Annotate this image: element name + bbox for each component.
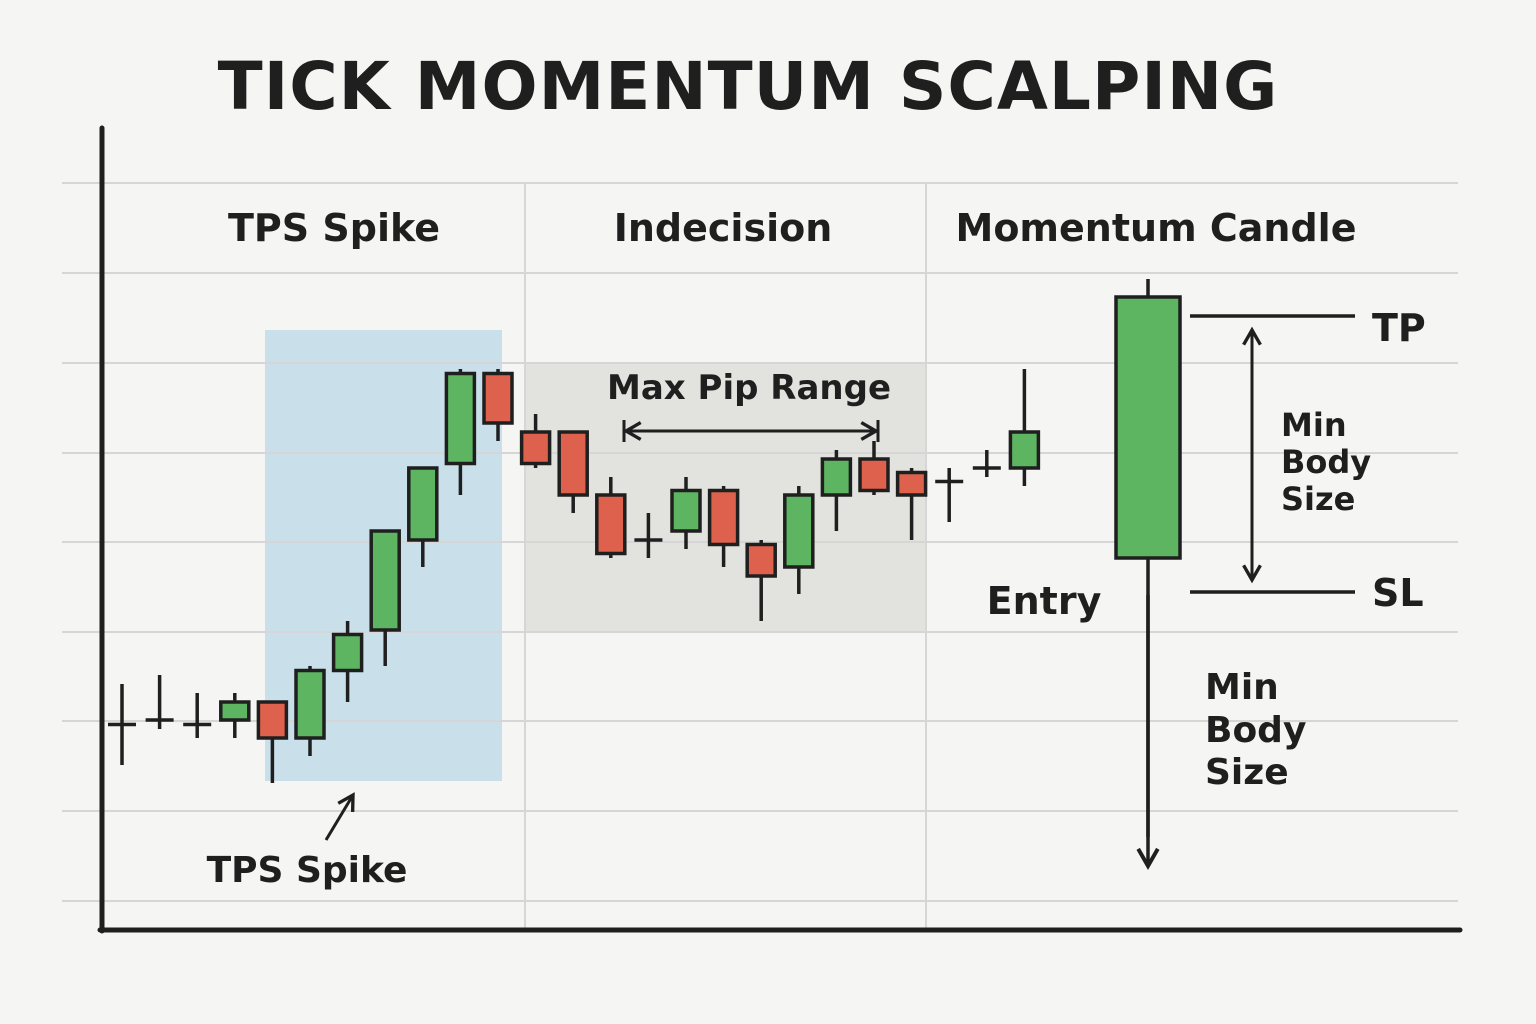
candle-body: [482, 371, 514, 425]
candle-bear: [745, 540, 777, 621]
candle-doji: [935, 468, 964, 522]
tps-spike-pointer-label: TPS Spike: [207, 850, 408, 891]
candle-bear: [519, 414, 552, 468]
candle-body: [407, 466, 439, 542]
candle-bull: [1008, 369, 1041, 486]
candles: [108, 279, 1182, 837]
candle-body: [670, 488, 702, 533]
candle-body: [369, 529, 401, 632]
candle-body: [820, 457, 853, 497]
candle-bull: [1114, 279, 1182, 837]
min-body-size-upper: Min Body Size: [1281, 406, 1382, 518]
candle-body: [595, 493, 627, 556]
candle-doji: [145, 675, 174, 729]
candle-bull: [670, 477, 702, 549]
page-title: TICK MOMENTUM SCALPING: [217, 48, 1279, 125]
candle-body: [783, 493, 815, 569]
section-label-indecision: Indecision: [614, 206, 833, 250]
candle-bull: [407, 466, 439, 567]
candle-body: [519, 430, 552, 466]
candle-body: [294, 668, 326, 740]
candle-body: [895, 470, 928, 497]
candle-bull: [219, 693, 251, 738]
candle-body: [1008, 430, 1041, 470]
candle-doji: [634, 513, 663, 558]
candle-body: [557, 430, 589, 497]
candle-doji: [108, 684, 136, 765]
min-body-size-lower: Min Body Size: [1205, 667, 1319, 793]
candle-bear: [482, 369, 514, 441]
min-body-size-lower-line: Min: [1205, 667, 1279, 708]
candle-bull: [331, 621, 364, 702]
candle-bull: [294, 666, 326, 756]
candle-doji: [183, 693, 212, 738]
min-body-size-upper-line: Size: [1281, 480, 1355, 518]
candle-body: [256, 700, 289, 740]
candle-body: [707, 488, 740, 547]
section-label-momentum-candle: Momentum Candle: [956, 206, 1357, 250]
candle-body: [1114, 295, 1182, 560]
candle-bear: [595, 477, 627, 558]
max-pip-range-label: Max Pip Range: [607, 368, 891, 408]
candle-body: [858, 457, 890, 493]
tps-spike-pointer-arrow: [324, 792, 355, 841]
candle-bear: [256, 700, 289, 783]
candle-body: [331, 632, 364, 673]
candle-doji: [972, 450, 1001, 477]
min-body-size-lower-line: Size: [1205, 752, 1289, 793]
candle-bear: [895, 468, 928, 540]
candle-bull: [444, 369, 477, 495]
min-body-size-lower-line: Body: [1205, 710, 1306, 751]
min-body-size-upper-line: Min: [1281, 406, 1347, 444]
min-body-size-upper-line: Body: [1281, 443, 1371, 481]
candle-bear: [707, 486, 740, 567]
candle-body: [444, 371, 477, 466]
candle-body: [745, 542, 777, 578]
candle-bull: [369, 529, 401, 666]
candle-bear: [858, 441, 890, 495]
candle-bull: [820, 450, 853, 531]
candle-bear: [557, 430, 589, 513]
section-label-tps-spike: TPS Spike: [228, 206, 440, 250]
tp-label: TP: [1372, 306, 1426, 350]
candle-body: [219, 700, 251, 722]
entry-label: Entry: [987, 579, 1102, 623]
sl-label: SL: [1372, 571, 1424, 615]
candle-bull: [783, 486, 815, 594]
